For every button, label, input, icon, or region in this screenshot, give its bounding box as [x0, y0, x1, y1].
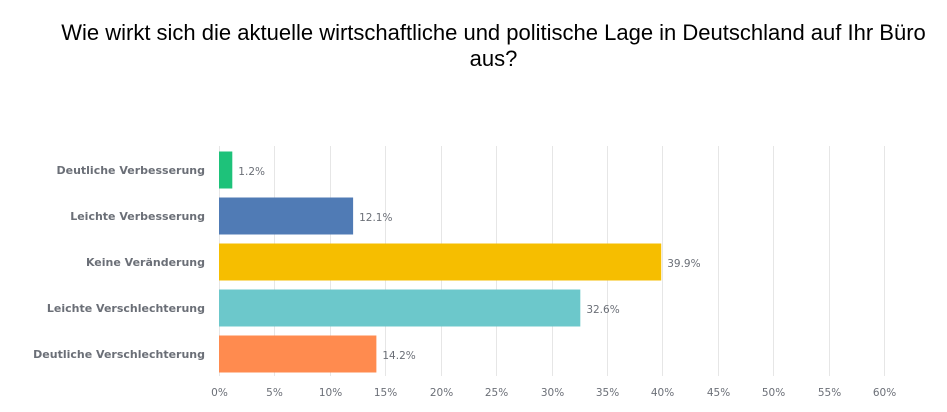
x-tick-label: 5% [266, 387, 283, 399]
x-tick-label: 20% [430, 387, 453, 399]
value-label: 12.1% [359, 212, 392, 224]
x-tick-label: 25% [485, 387, 508, 399]
bar [219, 243, 662, 281]
x-tick-label: 55% [818, 387, 841, 399]
value-label: 14.2% [382, 350, 415, 362]
bar [219, 335, 377, 373]
category-label: Leichte Verschlechterung [47, 302, 205, 315]
bar [219, 289, 581, 327]
bar [219, 151, 233, 189]
value-label: 1.2% [238, 166, 265, 178]
category-labels: Deutliche Verbesserung Leichte Verbesseru… [33, 164, 205, 361]
category-label: Leichte Verbesserung [70, 210, 205, 223]
x-tick-label: 10% [319, 387, 342, 399]
value-labels: 1.2% 12.1% 39.9% 32.6% 14.2% [238, 166, 700, 362]
x-tick-label: 35% [596, 387, 619, 399]
x-tick-label: 30% [541, 387, 564, 399]
x-tick-label: 50% [762, 387, 785, 399]
x-tick-label: 60% [873, 387, 896, 399]
bar [219, 197, 354, 235]
category-label: Keine Veränderung [86, 256, 205, 269]
chart-title: Wie wirkt sich die aktuelle wirtschaftli… [61, 20, 926, 71]
x-tick-label: 0% [211, 387, 228, 399]
bars [219, 151, 662, 373]
value-label: 39.9% [667, 258, 700, 270]
category-label: Deutliche Verbesserung [56, 164, 205, 177]
value-label: 32.6% [586, 304, 619, 316]
x-tick-label: 40% [651, 387, 674, 399]
x-tick-label: 15% [374, 387, 397, 399]
x-tick-label: 45% [707, 387, 730, 399]
x-axis-tick-labels: 0% 5% 10% 15% 20% 25% 30% 35% 40% 45% 50% 55% 60% [211, 387, 896, 399]
category-label: Deutliche Verschlechterung [33, 348, 205, 361]
